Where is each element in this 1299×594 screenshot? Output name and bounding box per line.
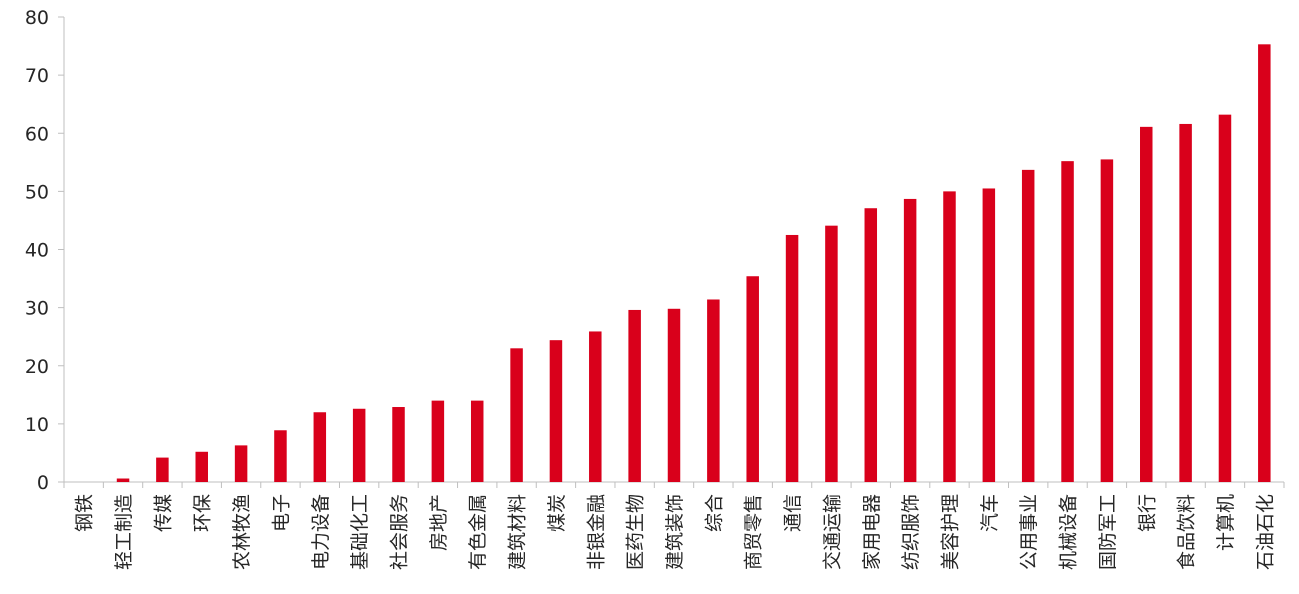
x-tick-label: 有色金属 bbox=[467, 494, 489, 570]
x-tick-label: 银行 bbox=[1136, 494, 1158, 532]
x-tick-label: 汽车 bbox=[979, 494, 1001, 532]
x-tick-label: 食品饮料 bbox=[1176, 494, 1198, 570]
bar bbox=[549, 340, 563, 482]
x-tick-label: 环保 bbox=[192, 494, 214, 532]
x-tick-label: 传媒 bbox=[152, 494, 174, 532]
y-tick-label: 70 bbox=[25, 65, 49, 87]
x-axis bbox=[63, 481, 1285, 488]
bar bbox=[628, 309, 641, 482]
bar bbox=[352, 408, 366, 482]
bar bbox=[313, 412, 327, 482]
x-tick-label: 基础化工 bbox=[349, 494, 371, 570]
x-tick-label: 建筑材料 bbox=[507, 494, 529, 570]
bar bbox=[982, 188, 996, 482]
x-tick-label: 社会服务 bbox=[389, 494, 411, 570]
x-tick-label: 美容护理 bbox=[939, 494, 961, 570]
x-tick-label: 石油石化 bbox=[1254, 494, 1276, 570]
x-tick-label: 轻工制造 bbox=[113, 494, 135, 570]
x-tick-label: 非银金融 bbox=[585, 494, 607, 570]
x-tick-label: 房地产 bbox=[428, 494, 450, 551]
y-tick-label: 10 bbox=[25, 414, 49, 436]
x-tick-label: 农林牧渔 bbox=[231, 494, 253, 570]
bar bbox=[903, 198, 917, 482]
x-tick-label: 交通运输 bbox=[821, 494, 843, 570]
bar bbox=[116, 478, 130, 482]
bar bbox=[431, 400, 445, 482]
bar bbox=[1100, 159, 1114, 482]
bar bbox=[785, 234, 799, 482]
bar bbox=[943, 191, 956, 482]
x-tick-label: 国防军工 bbox=[1097, 494, 1119, 570]
y-axis: 0 10 20 30 40 50 60 70 80 bbox=[25, 7, 65, 494]
x-tick-label: 电子 bbox=[270, 494, 292, 532]
y-tick-label: 40 bbox=[25, 240, 49, 262]
x-tick-label: 医药生物 bbox=[625, 494, 647, 570]
bar bbox=[1021, 169, 1035, 482]
bar bbox=[1218, 114, 1232, 483]
x-tick-label: 电力设备 bbox=[310, 494, 332, 570]
bar bbox=[707, 299, 720, 482]
x-tick-label: 家用电器 bbox=[861, 494, 883, 570]
bar bbox=[470, 400, 484, 482]
y-tick-label: 30 bbox=[25, 298, 49, 320]
bar bbox=[1140, 126, 1153, 482]
y-tick-label: 60 bbox=[25, 123, 49, 145]
bar bbox=[274, 430, 287, 482]
x-tick-label: 综合 bbox=[703, 494, 725, 532]
bar bbox=[195, 451, 208, 482]
bar bbox=[825, 225, 838, 482]
bar bbox=[1061, 161, 1074, 482]
x-tick-label: 钢铁 bbox=[74, 494, 96, 532]
bar bbox=[1179, 123, 1192, 482]
x-tick-label: 建筑装饰 bbox=[664, 494, 686, 570]
y-tick-label: 50 bbox=[25, 181, 49, 203]
x-tick-label: 商贸零售 bbox=[743, 494, 765, 570]
x-tick-label: 公用事业 bbox=[1018, 494, 1040, 570]
x-tick-label: 煤炭 bbox=[546, 494, 568, 532]
bars bbox=[116, 44, 1271, 483]
bar bbox=[746, 276, 759, 482]
x-tick-label: 通信 bbox=[782, 494, 804, 532]
x-tick-label: 计算机 bbox=[1215, 494, 1237, 551]
bar bbox=[510, 348, 523, 482]
bar bbox=[156, 457, 169, 482]
bar bbox=[234, 445, 248, 482]
bar bbox=[1258, 44, 1271, 482]
x-tick-label: 机械设备 bbox=[1058, 494, 1080, 570]
bar bbox=[392, 407, 405, 482]
x-tick-label: 纺织服饰 bbox=[900, 494, 922, 570]
y-tick-label: 0 bbox=[37, 472, 49, 494]
y-tick-label: 80 bbox=[25, 7, 49, 29]
bar bbox=[667, 308, 681, 482]
y-tick-label: 20 bbox=[25, 356, 49, 378]
bar bbox=[589, 331, 602, 482]
category-labels: 钢铁 轻工制造 传媒 环保 农林牧渔 电子 电力设备 基础化工 社会服务 房地产 有色金属 建筑材料煤… bbox=[74, 494, 1277, 570]
bar bbox=[864, 208, 878, 482]
